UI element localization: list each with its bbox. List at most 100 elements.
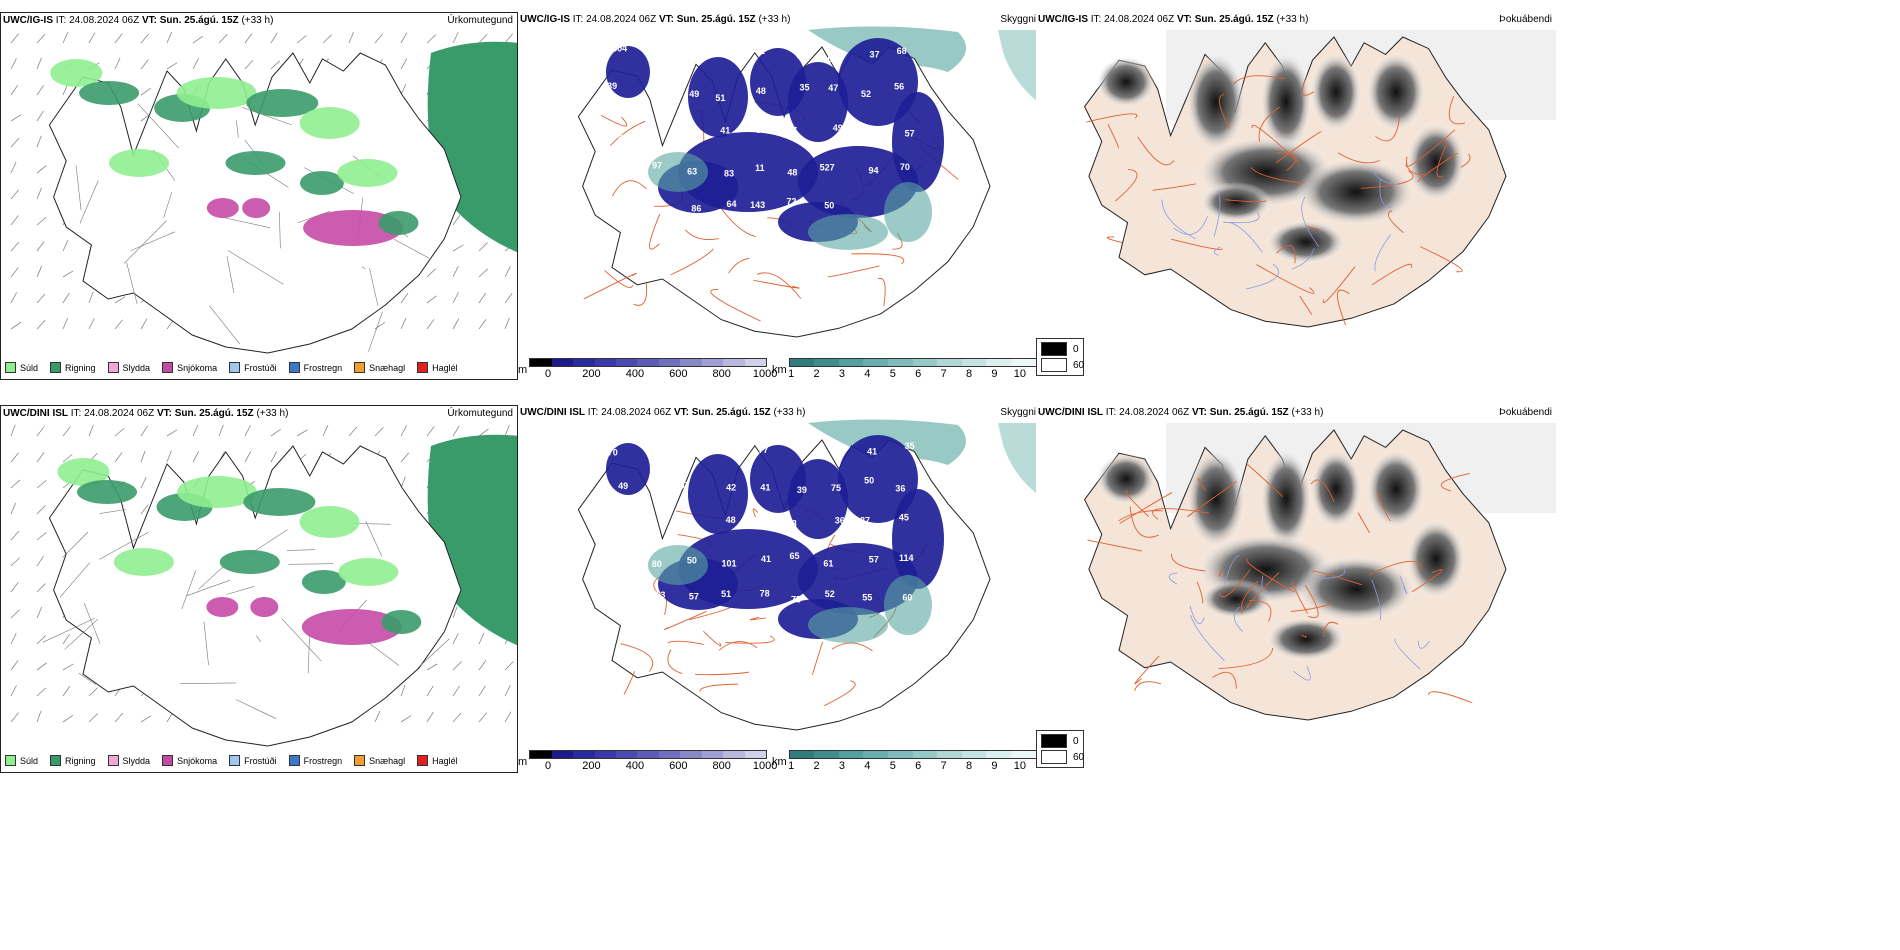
wind-barb <box>140 59 149 70</box>
cloudbase-colorbar-bottom: m 0 200 400 600 800 1000 <box>518 750 777 773</box>
cloud-base-label: 58 <box>787 518 797 528</box>
cloud-base-label: 86 <box>691 204 701 214</box>
cloud-base-label: 58 <box>682 49 692 59</box>
road <box>1448 95 1465 125</box>
colorbar-cell <box>551 359 574 366</box>
colorbar-tick: 800 <box>712 368 731 380</box>
drizzle-area <box>176 77 257 109</box>
wind-barb <box>452 32 459 44</box>
road <box>1171 238 1223 250</box>
wind-barb <box>36 555 44 567</box>
wind-barb <box>36 319 46 330</box>
colorbar-cell <box>937 359 962 366</box>
road <box>1275 131 1322 164</box>
wind-barb <box>140 33 150 44</box>
legend-swatch <box>5 755 16 766</box>
wind-barb <box>192 58 199 70</box>
cloudbase-panel-bottom: UWC/DINI ISL IT: 24.08.2024 06Z VT: Sun.… <box>518 405 1038 750</box>
colorbar-tick: 200 <box>582 760 601 772</box>
wind-barb <box>140 450 146 463</box>
road <box>1212 671 1237 689</box>
river <box>1379 178 1392 209</box>
fog-map <box>1084 30 1556 328</box>
road <box>703 630 722 647</box>
cloud-base-label: 70 <box>608 447 618 457</box>
fog-area <box>1296 158 1416 226</box>
wind-barb <box>478 319 487 330</box>
wind-barb <box>10 161 17 174</box>
colorbar-cell <box>615 751 638 758</box>
wind-barb <box>10 321 22 330</box>
wind-barb <box>10 502 17 515</box>
colorbar-cell <box>723 751 745 758</box>
colorbar-tick: 7 <box>940 760 947 772</box>
cloud-base-label: 36 <box>655 483 665 493</box>
panel-header: UWC/DINI ISL IT: 24.08.2024 06Z VT: Sun.… <box>1038 407 1324 418</box>
legend-swatch <box>417 755 429 766</box>
road <box>226 255 235 294</box>
road <box>59 562 91 598</box>
colorbar-tick: 10 <box>1013 368 1027 380</box>
colorbar-cell <box>530 751 552 758</box>
legend-item: Frostregn <box>288 755 342 766</box>
cloud-base-label: 60 <box>902 592 912 602</box>
colorbar-tick: 5 <box>889 760 896 772</box>
wind-barb <box>36 583 46 593</box>
cloud-base-label: 75 <box>791 595 801 605</box>
cloud-base-label: 46 <box>682 128 692 138</box>
wind-barb <box>426 685 434 697</box>
wind-barb <box>348 31 355 44</box>
wind-barb <box>400 425 407 437</box>
road <box>1196 581 1204 604</box>
river <box>1245 263 1279 290</box>
wind-barb <box>10 660 19 671</box>
wind-barb <box>62 292 70 304</box>
cloud-base-label: 41 <box>760 482 770 492</box>
road <box>663 611 707 630</box>
precip-type-panel-bottom: UWC/DINI ISL IT: 24.08.2024 06Z VT: Sun.… <box>0 405 518 773</box>
colorbar-cells <box>788 750 1037 759</box>
wind-barb <box>140 425 148 437</box>
wind-barb <box>36 110 44 122</box>
road <box>667 649 683 675</box>
legend-label: Haglél <box>432 755 458 766</box>
low-cloud-area <box>606 443 650 495</box>
cloud-base-label: 52 <box>616 166 626 176</box>
cloud-base-label: 44 <box>647 515 657 525</box>
cloud-base-labels: 70 65 51 70 77 39 35 41 35 49 36 57 42 41 39 75 50 36 57 44… <box>607 437 914 642</box>
cloud-base-label: 39 <box>797 485 807 495</box>
legend-label: Frostregn <box>303 362 343 373</box>
colorbar-cell <box>723 359 745 366</box>
legend-item: Frostúði <box>229 755 277 766</box>
road <box>752 508 758 518</box>
colorbar-tick: 9 <box>991 760 998 772</box>
snow-area <box>303 210 404 246</box>
cloud-base-label: 65 <box>648 437 658 447</box>
colorbar-tick: 0 <box>544 760 552 772</box>
road <box>181 570 197 610</box>
drizzle-area <box>338 558 399 586</box>
fog-index-areas <box>1096 52 1466 264</box>
colorbar-tick: 200 <box>582 368 601 380</box>
cloud-base-label: 70 <box>726 437 736 447</box>
wind-barb <box>88 291 94 304</box>
road <box>604 269 634 288</box>
low-visibility-area <box>808 607 888 643</box>
panel-title: Þokuábendi <box>1499 14 1552 25</box>
cloud-base-label: 41 <box>761 554 771 564</box>
wind-barb <box>400 715 412 723</box>
panel-header: UWC/IG-IS IT: 24.08.2024 06Z VT: Sun. 25… <box>3 15 274 26</box>
low-cloud-area <box>606 46 650 98</box>
road <box>1377 493 1391 522</box>
panel-title: Skyggni <box>1000 407 1036 418</box>
fog-high-swatch <box>1041 734 1067 748</box>
colorbar-cell <box>701 359 724 366</box>
fog-area <box>1406 122 1466 202</box>
road <box>1388 210 1404 233</box>
rain-area <box>79 81 140 105</box>
road <box>203 621 209 666</box>
colorbar-cell <box>637 359 659 366</box>
river <box>1213 190 1221 237</box>
road <box>1246 558 1296 593</box>
colorbar-cells <box>529 750 768 759</box>
